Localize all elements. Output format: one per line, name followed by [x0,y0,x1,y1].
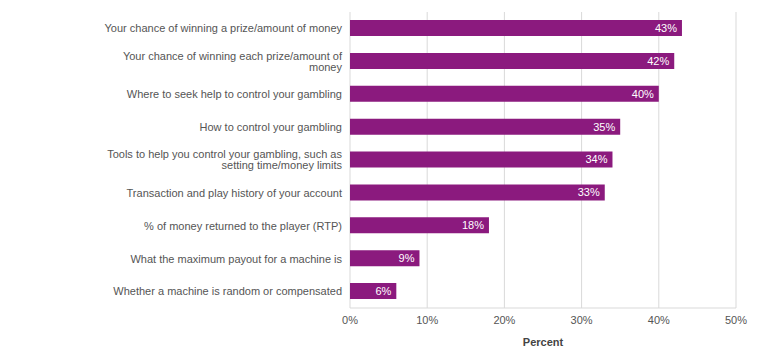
svg-text:40%: 40% [648,314,670,326]
svg-text:18%: 18% [462,219,484,231]
svg-text:Tools to help you control your: Tools to help you control your gambling,… [107,148,342,171]
svg-text:Your chance of winning a prize: Your chance of winning a prize/amount of… [105,22,343,34]
svg-text:Where to seek help to control: Where to seek help to control your gambl… [127,88,342,100]
svg-text:Whether a machine is random or: Whether a machine is random or compensat… [113,285,342,297]
svg-text:20%: 20% [493,314,515,326]
svg-text:6%: 6% [375,285,391,297]
svg-text:43%: 43% [655,22,677,34]
svg-text:How to control your gambling: How to control your gambling [200,121,342,133]
svg-text:33%: 33% [578,186,600,198]
svg-text:40%: 40% [632,88,654,100]
svg-text:Percent: Percent [523,336,564,348]
svg-text:35%: 35% [593,121,615,133]
svg-text:50%: 50% [725,314,747,326]
svg-text:42%: 42% [647,55,669,67]
svg-text:Your chance of winning each pr: Your chance of winning each prize/amount… [123,50,343,73]
svg-text:% of money returned to the pla: % of money returned to the player (RTP) [144,220,342,232]
svg-text:10%: 10% [416,314,438,326]
svg-text:Transaction and play history o: Transaction and play history of your acc… [127,187,342,199]
svg-text:9%: 9% [399,252,415,264]
svg-text:What the maximum payout for a: What the maximum payout for a machine is [130,253,342,265]
svg-text:0%: 0% [342,314,358,326]
svg-text:30%: 30% [571,314,593,326]
svg-text:34%: 34% [585,153,607,165]
